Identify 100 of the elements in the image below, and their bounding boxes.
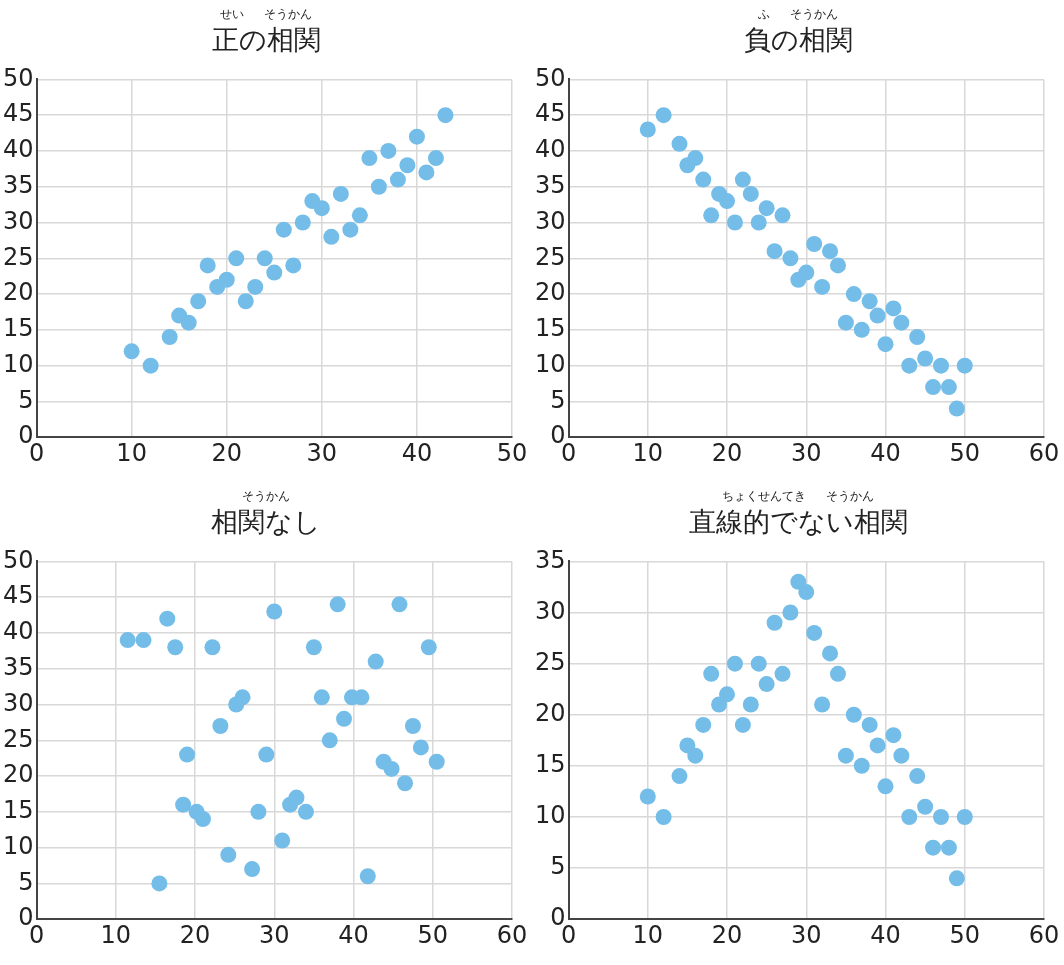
point [412,739,429,756]
point [247,278,264,295]
x-tick-label: 40 [870,920,901,949]
point [925,839,942,856]
point [687,747,704,764]
point [427,150,444,167]
x-tick-label: 40 [870,438,901,467]
point [869,307,886,324]
point [774,207,791,224]
point [274,832,291,849]
point [766,243,783,260]
y-tick-label: 50 [534,63,566,92]
point [399,157,416,174]
point [437,107,454,124]
y-tick-label: 10 [534,801,566,830]
y-tick-label: 35 [534,170,566,199]
x-tick-label: 30 [791,920,822,949]
point [814,696,831,713]
point [782,604,799,621]
y-tick-label: 30 [2,688,34,717]
x-tick-label: 60 [1028,920,1060,949]
y-tick-label: 20 [534,698,566,727]
point [837,314,854,331]
point [175,796,192,813]
point [234,689,251,706]
point [750,655,767,672]
x-tick-label: 10 [100,920,132,949]
point [313,200,330,217]
point [135,632,152,649]
point [695,716,712,733]
point [917,798,934,815]
x-tick-label: 10 [632,920,664,949]
y-tick-label: 45 [2,99,34,128]
point [159,610,176,627]
point [703,665,720,682]
point [822,645,839,662]
x-tick-label: 50 [949,438,981,467]
point [275,221,292,238]
point [822,243,839,260]
point [814,278,831,295]
point [297,803,314,820]
point [418,164,435,181]
point [806,624,823,641]
x-tick-label: 50 [417,920,449,949]
point [250,803,267,820]
point [806,235,823,252]
point [726,655,743,672]
point [391,596,408,613]
point [671,768,688,785]
point [932,808,949,825]
point [194,811,211,828]
point [228,250,245,267]
x-tick-label: 20 [179,920,211,949]
point [798,584,815,601]
point [940,379,957,396]
y-tick-label: 45 [534,99,566,128]
x-tick-label: 20 [711,438,743,467]
point [719,193,736,210]
point [190,293,207,310]
chart-title: 直線的でない相関 [687,505,909,539]
point [244,861,261,878]
point [351,207,368,224]
y-tick-label: 20 [2,278,34,307]
chart-title: 相関なし [210,505,322,539]
point [726,214,743,231]
chart-subtitle: ふ そうかん [757,6,839,22]
x-tick-label: 10 [116,438,147,467]
x-tick-label: 10 [632,438,664,467]
point [901,357,918,374]
point [925,379,942,396]
point [359,868,376,885]
point [734,716,751,733]
y-tick-label: 15 [534,314,566,343]
point [123,343,140,360]
point [703,207,720,224]
point [877,336,894,353]
point [671,135,688,152]
point [861,716,878,733]
point [204,639,221,656]
point [956,808,973,825]
point [220,846,237,863]
point [655,107,672,124]
point [909,329,926,346]
point [853,321,870,338]
x-tick-label: 20 [711,920,743,949]
point [893,747,910,764]
x-tick-label: 40 [338,920,369,949]
point [389,171,406,188]
point [909,768,926,785]
y-tick-label: 25 [534,242,566,271]
point [948,400,965,417]
point [285,257,302,274]
point [790,573,807,590]
point [361,150,378,167]
y-tick-label: 15 [534,750,566,779]
point [940,839,957,856]
y-tick-label: 40 [2,617,34,646]
y-tick-label: 15 [2,314,34,343]
point [774,665,791,682]
point [893,314,910,331]
